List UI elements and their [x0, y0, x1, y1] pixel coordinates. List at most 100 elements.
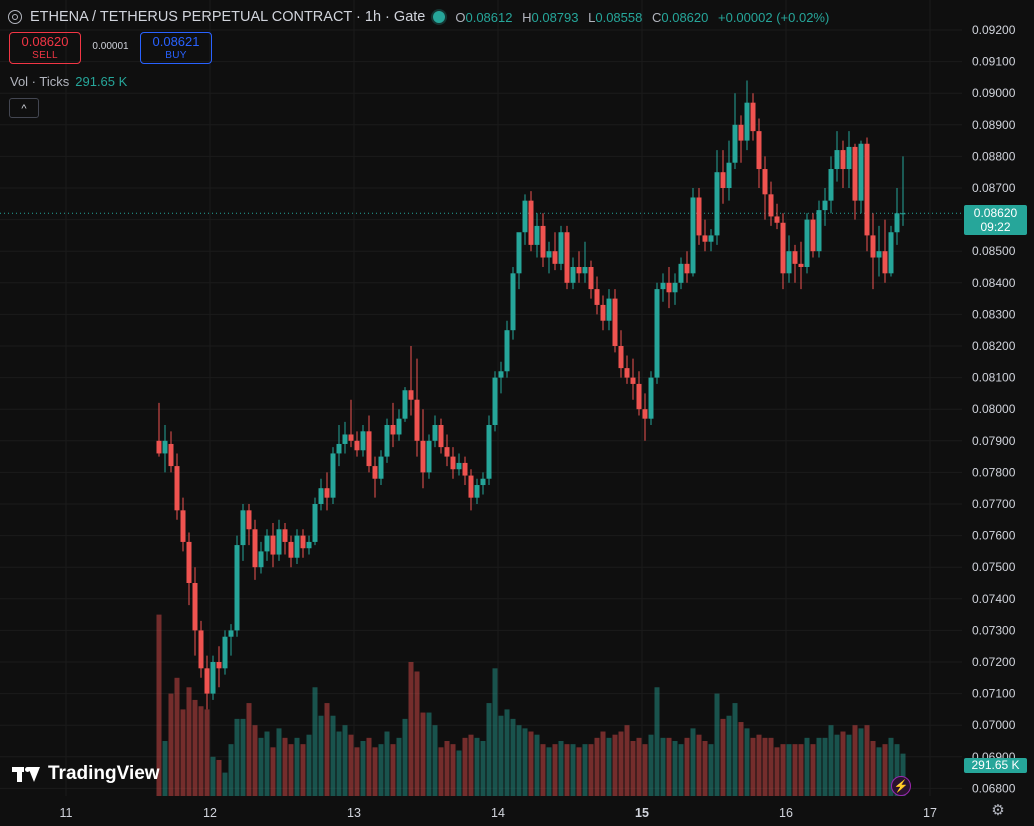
volume-bar: [816, 737, 822, 796]
volume-bar: [342, 725, 348, 796]
volume-bar: [456, 750, 462, 796]
volume-legend[interactable]: Vol · Ticks 291.65 K: [10, 74, 127, 89]
candle-body: [636, 383, 642, 410]
candle-body: [684, 263, 690, 274]
volume-bar: [174, 677, 180, 796]
candle-body: [564, 232, 570, 283]
y-tick-label: 0.07300: [972, 623, 1016, 637]
candle-body: [642, 409, 648, 419]
volume-bar: [264, 731, 270, 796]
candle-body: [504, 330, 510, 372]
volume-bar: [558, 741, 564, 796]
volume-bar: [270, 747, 276, 796]
candle-body: [726, 162, 732, 188]
buy-label: BUY: [165, 50, 187, 61]
volume-bar: [498, 715, 504, 796]
candle-body: [696, 197, 702, 236]
x-tick-label: 11: [60, 806, 73, 820]
y-tick-label: 0.06800: [972, 781, 1016, 795]
candle-body: [378, 456, 384, 479]
gear-icon[interactable]: ⚙: [991, 802, 1005, 819]
market-status-icon[interactable]: [433, 11, 446, 23]
candle-body: [792, 251, 798, 264]
sell-price: 0.08620: [21, 34, 69, 49]
grid-lines: [0, 0, 962, 796]
volume-bar: [624, 725, 630, 796]
candle-body: [204, 668, 210, 694]
tradingview-logo[interactable]: TradingView: [12, 763, 160, 785]
symbol-title[interactable]: ETHENA / TETHERUS PERPETUAL CONTRACT · 1…: [30, 9, 426, 25]
volume-bar: [252, 725, 258, 796]
volume-bar: [432, 725, 438, 796]
candle-body: [882, 251, 888, 274]
candle-body: [408, 390, 414, 400]
candle-body: [780, 222, 786, 274]
candle-body: [276, 529, 282, 555]
candle-body: [654, 289, 660, 378]
y-tick-label: 0.07100: [972, 687, 1016, 701]
x-tick-label: 13: [347, 806, 361, 820]
candle-body: [240, 510, 246, 546]
volume-bar: [426, 712, 432, 796]
candle-body: [234, 545, 240, 631]
volume-bar: [840, 731, 846, 796]
candle-body: [324, 488, 330, 498]
volume-bar: [828, 725, 834, 796]
volume-bar: [864, 725, 870, 796]
candle-body: [624, 368, 630, 378]
candle-body: [822, 200, 828, 211]
sell-button[interactable]: 0.08620 SELL: [9, 32, 81, 64]
volume-bar: [354, 747, 360, 796]
volume-bar: [402, 718, 408, 796]
y-tick-label: 0.07500: [972, 560, 1016, 574]
volume-bar: [282, 737, 288, 796]
time-axis[interactable]: 11 12 13 14 15 16 17: [60, 806, 937, 820]
volume-bar: [192, 699, 198, 796]
symbol-icon[interactable]: [8, 10, 22, 24]
candle-body: [258, 551, 264, 568]
candle-body: [786, 251, 792, 274]
candle-body: [552, 251, 558, 264]
volume-bar: [234, 718, 240, 796]
y-tick-label: 0.08700: [972, 181, 1016, 195]
volume-bar: [288, 744, 294, 796]
candle-body: [516, 232, 522, 274]
candles: [156, 80, 906, 710]
volume-bar: [714, 693, 720, 796]
volume-label: Vol · Ticks: [10, 74, 70, 89]
volume-bar: [444, 741, 450, 796]
candle-body: [312, 504, 318, 542]
lightning-icon[interactable]: ⚡: [891, 776, 911, 796]
volume-bar: [720, 718, 726, 796]
price-axis[interactable]: 0.09200 0.09100 0.09000 0.08900 0.08800 0.087…: [972, 23, 1016, 795]
candle-body: [648, 377, 654, 419]
volume-bar: [528, 731, 534, 796]
volume-bar: [516, 725, 522, 796]
candle-body: [432, 425, 438, 441]
buy-button[interactable]: 0.08621 BUY: [140, 32, 212, 64]
volume-bar: [378, 744, 384, 796]
x-tick-label: 16: [779, 806, 793, 820]
candle-body: [858, 143, 864, 201]
candle-body: [756, 131, 762, 170]
candle-body: [618, 346, 624, 369]
candle-body: [768, 194, 774, 217]
candle-body: [720, 172, 726, 188]
y-tick-label: 0.09000: [972, 86, 1016, 100]
candle-body: [546, 251, 552, 258]
close-value: 0.08620: [661, 9, 709, 25]
y-tick-label: 0.08500: [972, 244, 1016, 258]
candle-body: [816, 210, 822, 252]
candle-body: [306, 541, 312, 549]
candle-body: [840, 150, 846, 170]
candle-body: [462, 462, 468, 476]
volume-bar: [348, 734, 354, 796]
chevron-up-icon[interactable]: ^: [9, 98, 39, 118]
volume-legend-value: 291.65 K: [75, 74, 128, 89]
volume-bar: [684, 737, 690, 796]
logo-text: TradingView: [48, 763, 160, 784]
volume-bar: [756, 734, 762, 796]
candle-body: [570, 267, 576, 283]
candle-body: [270, 535, 276, 555]
